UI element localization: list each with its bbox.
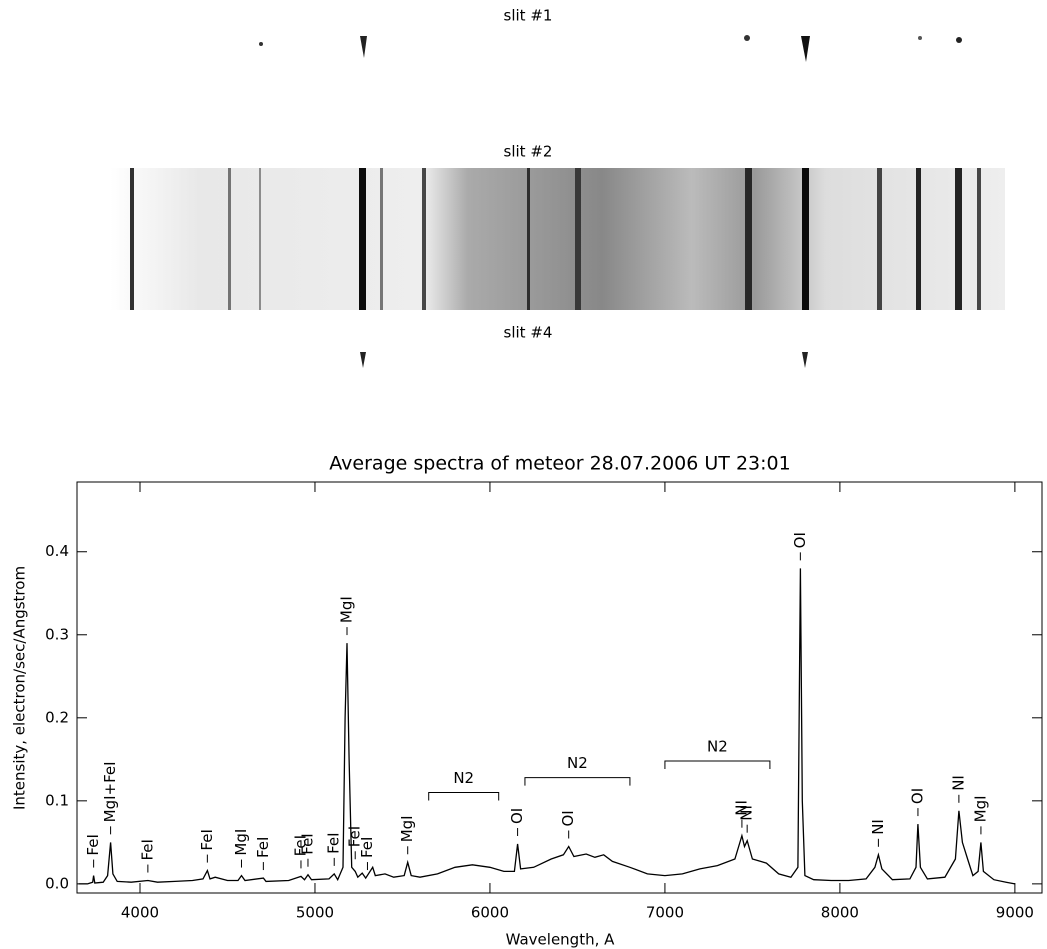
chart-title: Average spectra of meteor 28.07.2006 UT … (329, 453, 790, 475)
band-bracket (664, 760, 771, 769)
x-tick-label: 4000 (121, 904, 159, 922)
slit-spot (744, 35, 750, 41)
annotation: FeI (325, 832, 343, 853)
x-axis-label: Wavelength, A (506, 931, 616, 949)
annotation: FeI (138, 839, 156, 860)
x-tick-label: 8000 (821, 904, 859, 922)
slit-spot (259, 42, 263, 46)
annotation: FeI (358, 837, 376, 858)
band-label: N2 (567, 754, 588, 772)
band-label: N2 (453, 769, 474, 787)
annotation: OI (908, 788, 926, 804)
annotation: MgI (232, 829, 250, 856)
slit-spot (918, 36, 922, 40)
annotation: OI (508, 808, 526, 824)
slit-spot (956, 37, 962, 43)
slit-spot (360, 36, 367, 58)
y-tick-label: 0.4 (45, 542, 69, 560)
annotation: FeI (346, 826, 364, 847)
annotation: NI (869, 819, 887, 835)
x-tick-label: 5000 (296, 904, 334, 922)
y-tick-label: 0.2 (45, 708, 69, 726)
annotation: NI (732, 800, 750, 816)
slit-spot (801, 36, 810, 62)
y-tick-label: 0.0 (45, 874, 69, 892)
slit-lines (130, 168, 981, 310)
x-tick-label: 9000 (996, 904, 1034, 922)
x-tick-label: 7000 (646, 904, 684, 922)
annotation: MgI (971, 795, 989, 822)
y-tick-label: 0.1 (45, 791, 69, 809)
plot-frame (76, 481, 1043, 894)
annotation: FeI (198, 829, 216, 850)
annotation: FeI (84, 834, 102, 855)
annotation: FeI (291, 835, 309, 856)
slit-spot (802, 352, 808, 368)
annotation: MgI (398, 815, 416, 842)
band-bracket (428, 792, 500, 801)
spectrum-line (78, 568, 1016, 885)
annotation: FeI (254, 837, 272, 858)
y-axis-label: Intensity, electron/sec/Angstrom (11, 566, 29, 810)
x-tick-label: 6000 (471, 904, 509, 922)
slit-label: slit #2 (504, 143, 553, 161)
slit-band (110, 168, 1005, 310)
annotation: NI (738, 805, 756, 821)
band-label: N2 (707, 737, 728, 755)
annotation: MgI+FeI (101, 761, 119, 822)
annotation: NI (949, 775, 967, 791)
annotation: FeI (298, 833, 316, 854)
annotation: OI (559, 810, 577, 826)
slit-images: slit #1 slit #2 slit #4 (110, 7, 1005, 368)
y-tick-label: 0.3 (45, 625, 69, 643)
annotation: OI (791, 532, 809, 548)
slit-label: slit #4 (504, 324, 553, 342)
band-bracket (524, 777, 631, 786)
slit-spot (360, 352, 366, 368)
annotation: MgI (337, 596, 355, 623)
slit-label: slit #1 (504, 7, 553, 25)
